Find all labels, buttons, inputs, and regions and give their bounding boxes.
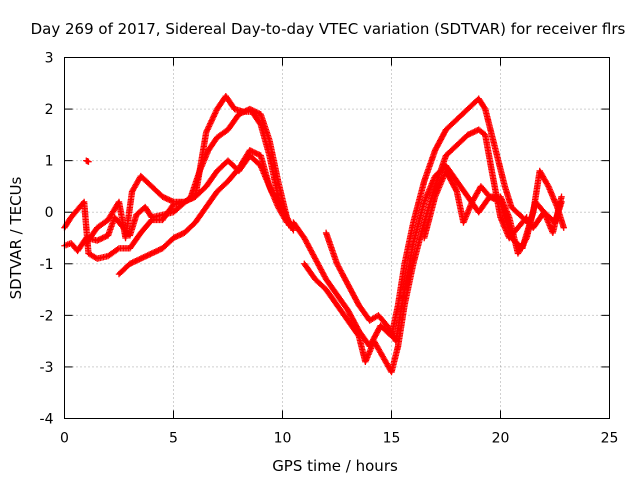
- data-point: [114, 246, 121, 253]
- y-tick-label: 0: [45, 205, 54, 221]
- data-point: [283, 219, 291, 226]
- data-point: [560, 224, 567, 231]
- data-point: [354, 331, 362, 338]
- data-point: [522, 236, 530, 243]
- chart-title: Day 269 of 2017, Sidereal Day-to-day VTE…: [31, 20, 626, 38]
- x-tick-label: 10: [274, 431, 292, 447]
- data-point: [85, 158, 92, 165]
- series-arc-h: [322, 162, 567, 345]
- y-tick-label: -1: [40, 257, 54, 273]
- data-point: [544, 181, 551, 189]
- x-tick-label: 0: [60, 431, 69, 447]
- y-tick-label: 1: [45, 154, 54, 170]
- y-axis-ticks: 3 2 1 0 -1 -2 -3 -4: [40, 51, 610, 428]
- x-tick-label: 20: [492, 431, 510, 447]
- y-tick-label: 3: [45, 51, 54, 67]
- series-arc-i: [421, 167, 565, 257]
- x-tick-label: 15: [383, 431, 401, 447]
- data-point: [481, 104, 488, 111]
- y-tick-label: -4: [40, 412, 54, 428]
- y-tick-label: -3: [40, 360, 54, 376]
- data-point: [205, 124, 212, 132]
- data-point: [207, 120, 214, 127]
- series-arc-e: [83, 157, 92, 165]
- series-arc-d: [115, 147, 291, 278]
- data-point: [212, 108, 219, 116]
- data-point: [211, 110, 219, 117]
- x-tick-label: 5: [169, 431, 178, 447]
- data-point: [522, 215, 529, 222]
- data-point: [211, 111, 218, 119]
- data-point: [210, 113, 217, 120]
- data-point: [204, 126, 211, 133]
- data-point: [209, 114, 217, 121]
- data-point: [256, 120, 264, 127]
- data-point: [203, 127, 211, 135]
- data-point: [205, 123, 213, 130]
- x-axis-label: GPS time / hours: [272, 457, 398, 475]
- data-points: [61, 92, 567, 376]
- data-point: [288, 224, 295, 231]
- y-axis-label: SDTVAR / TECUs: [7, 176, 25, 299]
- data-point: [209, 116, 216, 123]
- x-axis-ticks: 0 5 10 15 20 25: [60, 57, 619, 447]
- data-point: [452, 187, 460, 194]
- x-tick-label: 25: [601, 431, 619, 447]
- data-point: [206, 121, 213, 129]
- y-tick-label: 2: [45, 102, 54, 118]
- data-point: [207, 118, 215, 126]
- data-point: [203, 129, 210, 136]
- data-point: [208, 117, 215, 124]
- plot-frame: [64, 57, 610, 419]
- data-point: [558, 193, 565, 200]
- y-tick-label: -2: [40, 308, 54, 324]
- data-point: [282, 217, 290, 225]
